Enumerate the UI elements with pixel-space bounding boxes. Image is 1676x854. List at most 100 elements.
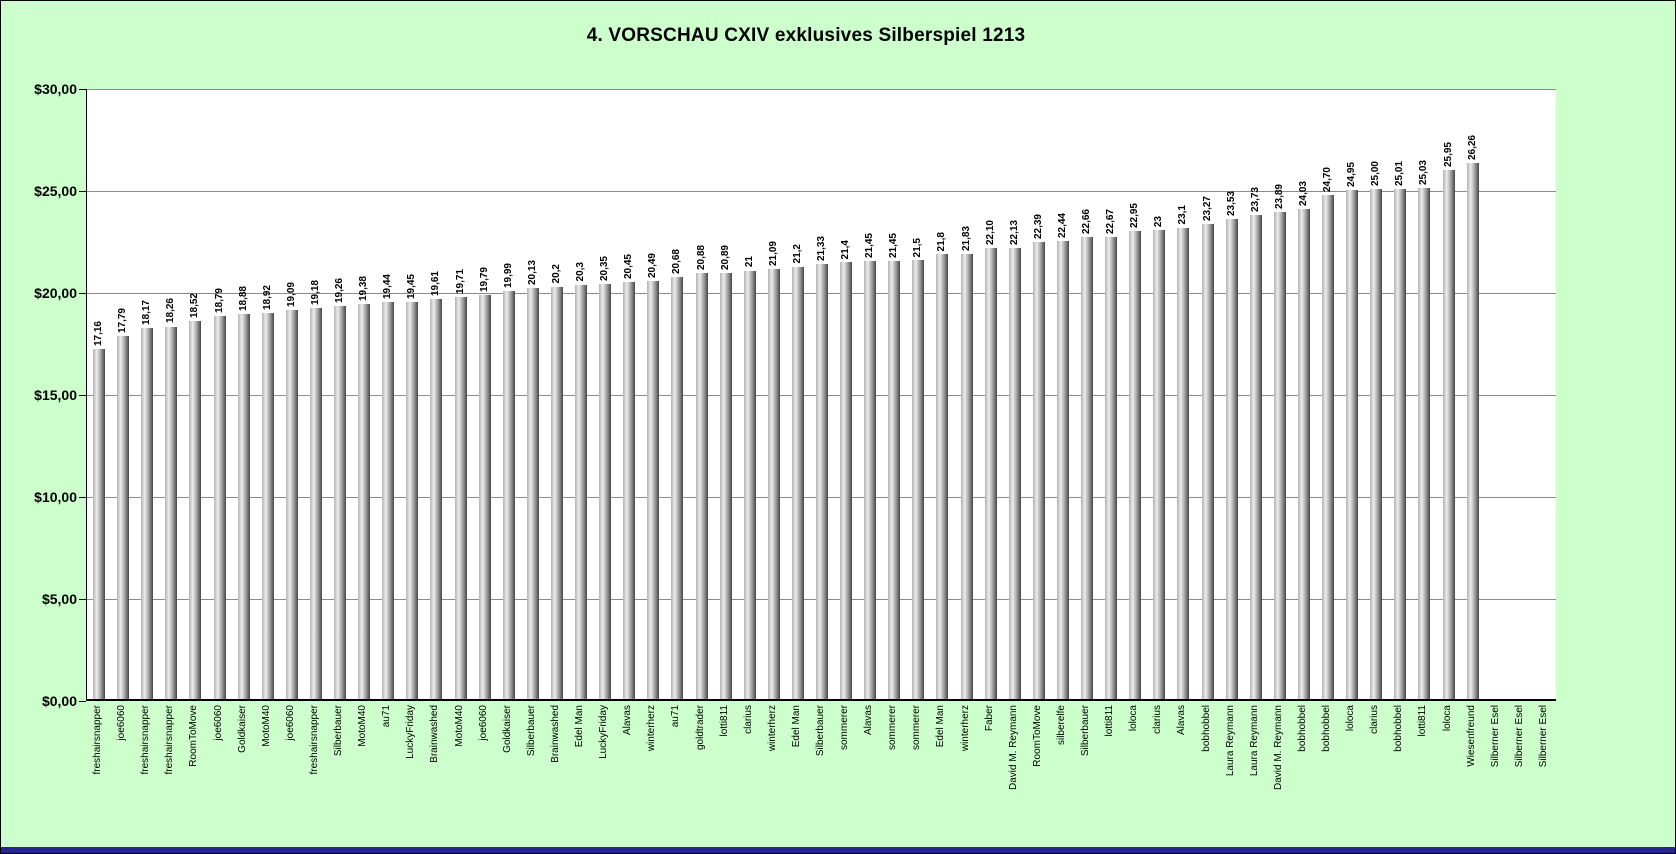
bar-value-label: 23	[1153, 215, 1165, 227]
bar[interactable]	[840, 262, 853, 699]
bar[interactable]	[1322, 195, 1335, 699]
bar-value-label: 23,1	[1177, 205, 1189, 225]
bar[interactable]	[888, 261, 901, 699]
bar-value-label: 19,18	[309, 279, 321, 305]
bar-value-label: 20,45	[623, 253, 635, 279]
y-axis-tick-label: $25,00	[34, 183, 77, 199]
bar[interactable]	[213, 315, 226, 699]
bar[interactable]	[912, 260, 925, 699]
category-label: clarius	[1152, 705, 1164, 734]
bar[interactable]	[599, 283, 612, 699]
bar[interactable]	[454, 296, 467, 699]
category-label: joe6060	[284, 705, 296, 741]
bar[interactable]	[1032, 242, 1045, 699]
y-axis-tick-label: $20,00	[34, 285, 77, 301]
bar[interactable]	[189, 321, 202, 699]
category-label: Silberbauer	[815, 705, 826, 757]
bar[interactable]	[1201, 224, 1214, 699]
bar[interactable]	[261, 313, 274, 699]
plot-area: 17,16 17,79 18,17 18,26 18,52 18,79 18,88 18,92…	[86, 89, 1556, 701]
bar-value-label: 20,2	[550, 264, 562, 284]
bar[interactable]	[141, 328, 154, 699]
y-axis-tick	[79, 89, 86, 90]
y-axis-tick	[79, 395, 86, 396]
bar-value-label: 19,38	[358, 275, 370, 301]
bar[interactable]	[671, 277, 684, 699]
bar[interactable]	[382, 302, 395, 699]
bar[interactable]	[816, 263, 828, 699]
bar-value-label: 19,26	[334, 278, 346, 304]
bar[interactable]	[1177, 227, 1190, 699]
category-label: Goldkaiser	[236, 705, 248, 753]
bar[interactable]	[1249, 214, 1262, 699]
category-label: joe6060	[116, 705, 128, 741]
category-label: Wiesenfreund	[1465, 705, 1477, 767]
bar-value-label: 19,44	[382, 274, 394, 300]
bar-value-label: 20,89	[719, 244, 731, 270]
bar[interactable]	[1153, 229, 1166, 699]
bar[interactable]	[93, 348, 106, 699]
bar-value-label: 21,45	[888, 233, 900, 259]
bar[interactable]	[575, 284, 588, 699]
bar-value-label: 18,26	[165, 298, 177, 324]
bar[interactable]	[550, 286, 563, 699]
category-label: LuckyFriday	[598, 705, 610, 759]
bar[interactable]	[1056, 241, 1069, 699]
bar[interactable]	[358, 303, 371, 699]
bar[interactable]	[1442, 169, 1455, 699]
bar[interactable]	[526, 288, 539, 699]
bar[interactable]	[791, 266, 804, 699]
bar-value-label: 24,95	[1346, 162, 1358, 188]
bar[interactable]	[309, 307, 322, 699]
bar[interactable]	[1418, 188, 1431, 699]
bar[interactable]	[743, 270, 756, 699]
bar[interactable]	[623, 281, 636, 699]
bar[interactable]	[1129, 230, 1142, 699]
gridline	[87, 191, 1556, 192]
category-label: winterherz	[766, 705, 778, 752]
category-label: freshairsnapper	[164, 705, 176, 775]
bar[interactable]	[1346, 190, 1359, 699]
category-label: Goldkaiser	[501, 705, 513, 753]
bar[interactable]	[165, 326, 178, 699]
bar[interactable]	[984, 248, 997, 699]
bar[interactable]	[647, 281, 660, 699]
bar[interactable]	[1008, 247, 1021, 699]
bar[interactable]	[1394, 188, 1407, 699]
category-label: clarius	[742, 705, 754, 734]
bar[interactable]	[1273, 211, 1286, 699]
bar-value-label: 21,09	[767, 240, 779, 266]
bar[interactable]	[1466, 163, 1479, 699]
bar-value-label: 18,17	[141, 300, 153, 326]
bar[interactable]	[1225, 219, 1238, 699]
bar[interactable]	[502, 291, 515, 699]
bar-value-label: 20,3	[575, 262, 587, 282]
bar[interactable]	[1105, 236, 1118, 699]
bar-value-label: 22,44	[1056, 213, 1068, 239]
y-axis-tick	[79, 497, 86, 498]
bar-value-label: 20,13	[526, 260, 538, 286]
bar[interactable]	[960, 253, 973, 699]
bar[interactable]	[1370, 189, 1383, 699]
bar[interactable]	[1297, 208, 1310, 699]
category-label: winterherz	[959, 705, 971, 752]
bar[interactable]	[1081, 236, 1094, 699]
bar[interactable]	[285, 309, 298, 699]
category-label: silberelfe	[1055, 705, 1067, 746]
bar[interactable]	[334, 306, 347, 699]
bar[interactable]	[767, 268, 780, 699]
bar[interactable]	[237, 313, 250, 699]
bar[interactable]	[695, 273, 708, 699]
bar[interactable]	[478, 295, 491, 699]
bar[interactable]	[430, 298, 443, 699]
category-label: Silberbauer	[1080, 705, 1092, 757]
bar-value-label: 26,26	[1466, 135, 1478, 161]
bar[interactable]	[864, 261, 877, 699]
category-label: loloca	[1128, 705, 1140, 732]
bar-value-label: 17,16	[93, 320, 105, 346]
bar[interactable]	[406, 302, 419, 699]
category-label: lotti811	[1104, 705, 1116, 737]
bar[interactable]	[936, 254, 949, 699]
bar[interactable]	[719, 272, 732, 699]
bar[interactable]	[117, 336, 130, 699]
